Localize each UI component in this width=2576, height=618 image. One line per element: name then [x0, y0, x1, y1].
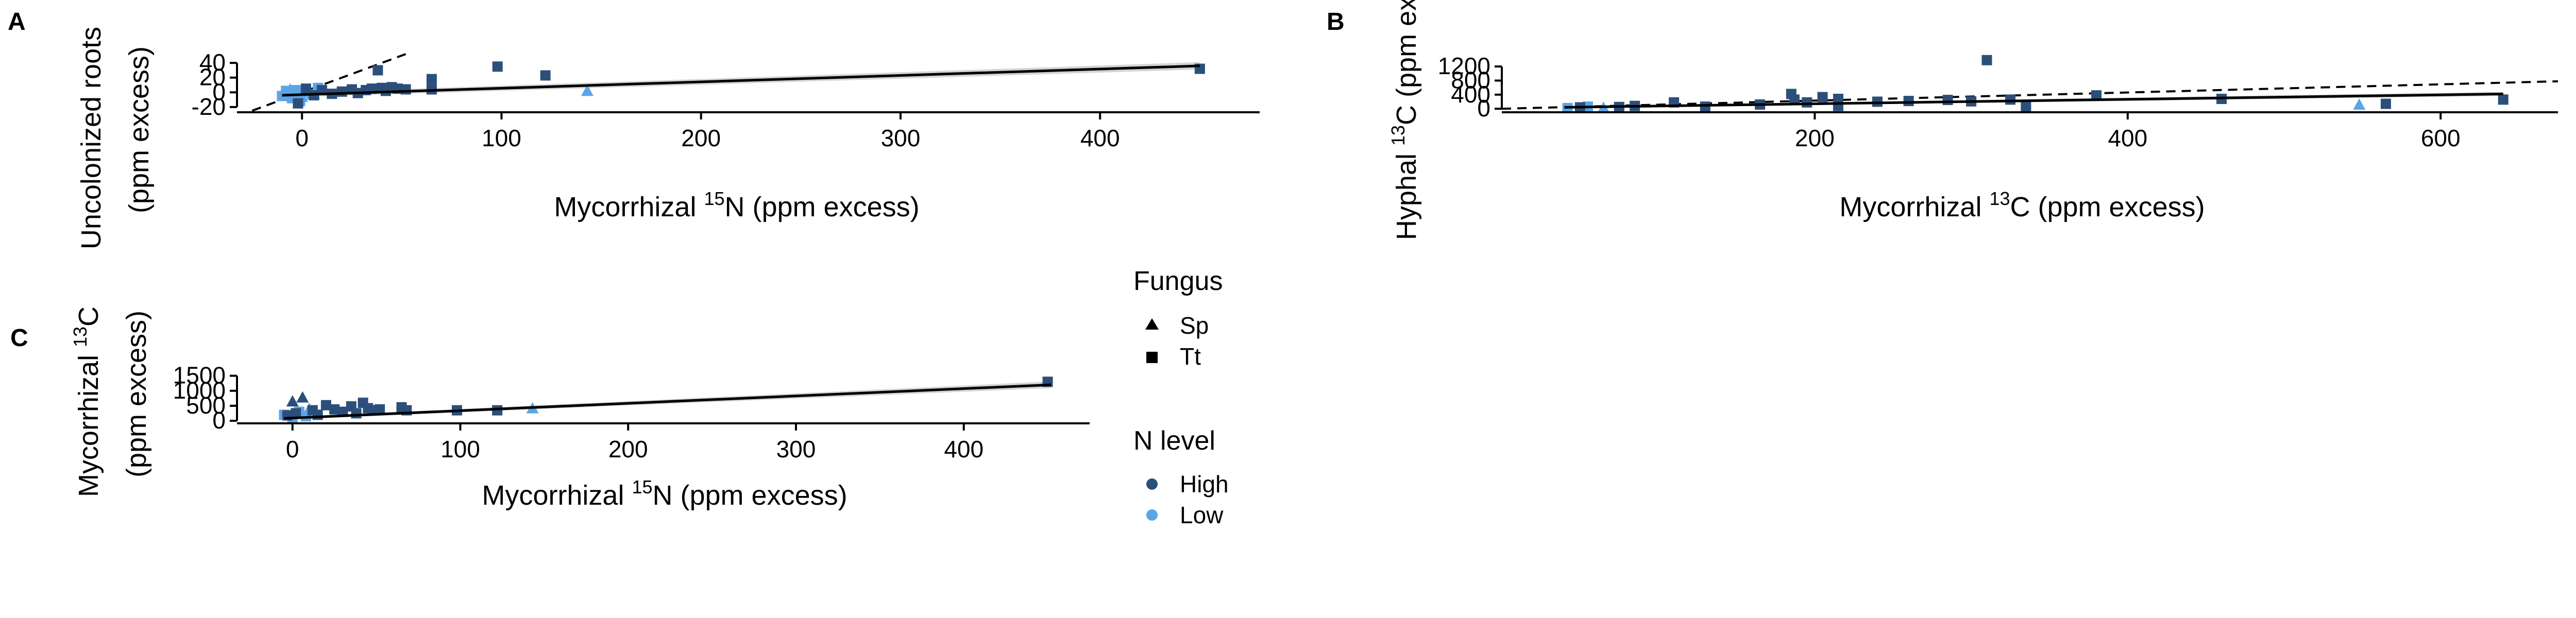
- data-point-b-23: [2091, 90, 2102, 101]
- panel-a: A Uncolonized roots (ppm excess) Mycorrh…: [8, 8, 1260, 249]
- data-point-a-23: [372, 65, 383, 76]
- panel-b: B Hyphal 13C (ppm ex Mycorrhizal 13C (pp…: [1327, 0, 2558, 240]
- y-tick-label-c-0: 0: [212, 407, 226, 434]
- y-axis-title-c-line2: (ppm excess): [121, 311, 152, 477]
- data-point-b-18: [1942, 95, 1953, 106]
- legend-label-high: High: [1180, 471, 1229, 497]
- data-point-b-11: [1789, 94, 1800, 105]
- data-point-c-13: [329, 404, 340, 415]
- y-tick-label-a-3: 40: [199, 49, 226, 76]
- data-point-c-9: [291, 408, 301, 419]
- data-point-a-18: [336, 86, 347, 97]
- regression-line-b: [1564, 92, 2503, 109]
- legend-symbol-high: [1146, 478, 1158, 490]
- data-point-b-22: [2021, 101, 2031, 112]
- x-tick-label-c-4: 400: [944, 436, 984, 462]
- data-point-c-12: [320, 400, 331, 410]
- data-point-a-31: [492, 61, 503, 72]
- x-tick-label-b-1: 400: [2108, 125, 2147, 151]
- y-tick-label-b-0: 0: [1477, 95, 1490, 122]
- x-axis-title-c: Mycorrhizal 15N (ppm excess): [482, 476, 847, 511]
- legend-label-tt: Tt: [1180, 343, 1201, 370]
- x-axis-title-a: Mycorrhizal 15N (ppm excess): [554, 188, 919, 222]
- data-point-b-21: [2005, 94, 2016, 105]
- regression-line-c: [284, 383, 1052, 420]
- legend-symbol-sp: [1145, 318, 1159, 330]
- x-tick-label-b-2: 600: [2421, 125, 2461, 151]
- panel-letter-b: B: [1327, 8, 1345, 36]
- y-tick-label-c-2: 1000: [173, 377, 226, 404]
- legend-label-low: Low: [1180, 502, 1224, 528]
- y-axis-title-a-line1: Uncolonized roots: [76, 27, 107, 249]
- data-point-b-3: [2353, 98, 2366, 110]
- data-point-a-12: [581, 84, 594, 96]
- y-axis-title-b: Hyphal 13C (ppm ex: [1387, 0, 1422, 240]
- panel-c: C Mycorrhizal 13C (ppm excess) Mycorrhiz…: [10, 306, 1090, 511]
- data-point-b-20: [1981, 55, 1992, 65]
- legend-title-n-level: N level: [1133, 426, 1215, 456]
- x-tick-label-c-0: 0: [286, 436, 299, 462]
- x-tick-label-a-2: 200: [681, 125, 721, 151]
- y-tick-label-b-3: 1200: [1438, 53, 1490, 79]
- x-tick-label-b-0: 200: [1795, 125, 1835, 151]
- data-point-a-8: [283, 83, 296, 95]
- data-point-c-7: [296, 391, 309, 403]
- data-point-c-16: [351, 408, 362, 419]
- data-point-c-14: [337, 406, 348, 417]
- y-tick-label-a-0: -20: [192, 93, 226, 120]
- y-axis-title-c-line1: Mycorrhizal 13C: [70, 306, 104, 497]
- y-tick-label-a-2: 20: [199, 64, 226, 91]
- y-tick-label-b-2: 800: [1451, 66, 1490, 93]
- legend-label-sp: Sp: [1180, 312, 1209, 339]
- x-tick-label-a-3: 300: [881, 125, 921, 151]
- legend-symbol-low: [1146, 509, 1158, 521]
- data-point-b-25: [2380, 98, 2391, 109]
- y-tick-label-c-1: 500: [186, 392, 226, 419]
- legend-title-fungus: Fungus: [1133, 266, 1223, 296]
- panel-letter-a: A: [8, 8, 26, 36]
- data-point-a-32: [540, 70, 551, 81]
- regression-line-a: [282, 64, 1200, 97]
- data-point-b-26: [2498, 94, 2509, 105]
- data-point-c-11: [312, 409, 323, 420]
- x-tick-label-a-4: 400: [1080, 125, 1120, 151]
- x-tick-label-a-0: 0: [295, 125, 309, 151]
- reference-line-a: [251, 53, 406, 112]
- y-axis-title-a-line2: (ppm excess): [124, 46, 155, 213]
- data-point-c-6: [286, 395, 299, 407]
- data-point-a-28: [400, 84, 411, 95]
- x-tick-label-c-2: 200: [608, 436, 648, 462]
- y-tick-label-c-3: 1500: [173, 362, 226, 389]
- data-point-b-12: [1802, 97, 1812, 108]
- data-point-b-17: [1903, 96, 1914, 107]
- data-point-a-29: [426, 74, 437, 84]
- x-tick-label-c-3: 300: [776, 436, 816, 462]
- y-tick-label-a-1: 0: [212, 78, 226, 105]
- x-axis-title-b: Mycorrhizal 13C (ppm excess): [1839, 188, 2205, 222]
- data-point-c-20: [375, 404, 385, 415]
- y-tick-label-b-1: 400: [1451, 81, 1490, 108]
- panel-letter-c: C: [10, 324, 28, 352]
- data-point-a-14: [300, 83, 311, 94]
- legend-symbol-tt: [1146, 352, 1158, 363]
- data-point-a-13: [293, 98, 303, 109]
- data-point-b-13: [1817, 92, 1828, 102]
- legend: Fungus Sp Tt N level High Low: [1133, 266, 1229, 528]
- x-tick-label-a-1: 100: [482, 125, 521, 151]
- x-tick-label-c-1: 100: [440, 436, 480, 462]
